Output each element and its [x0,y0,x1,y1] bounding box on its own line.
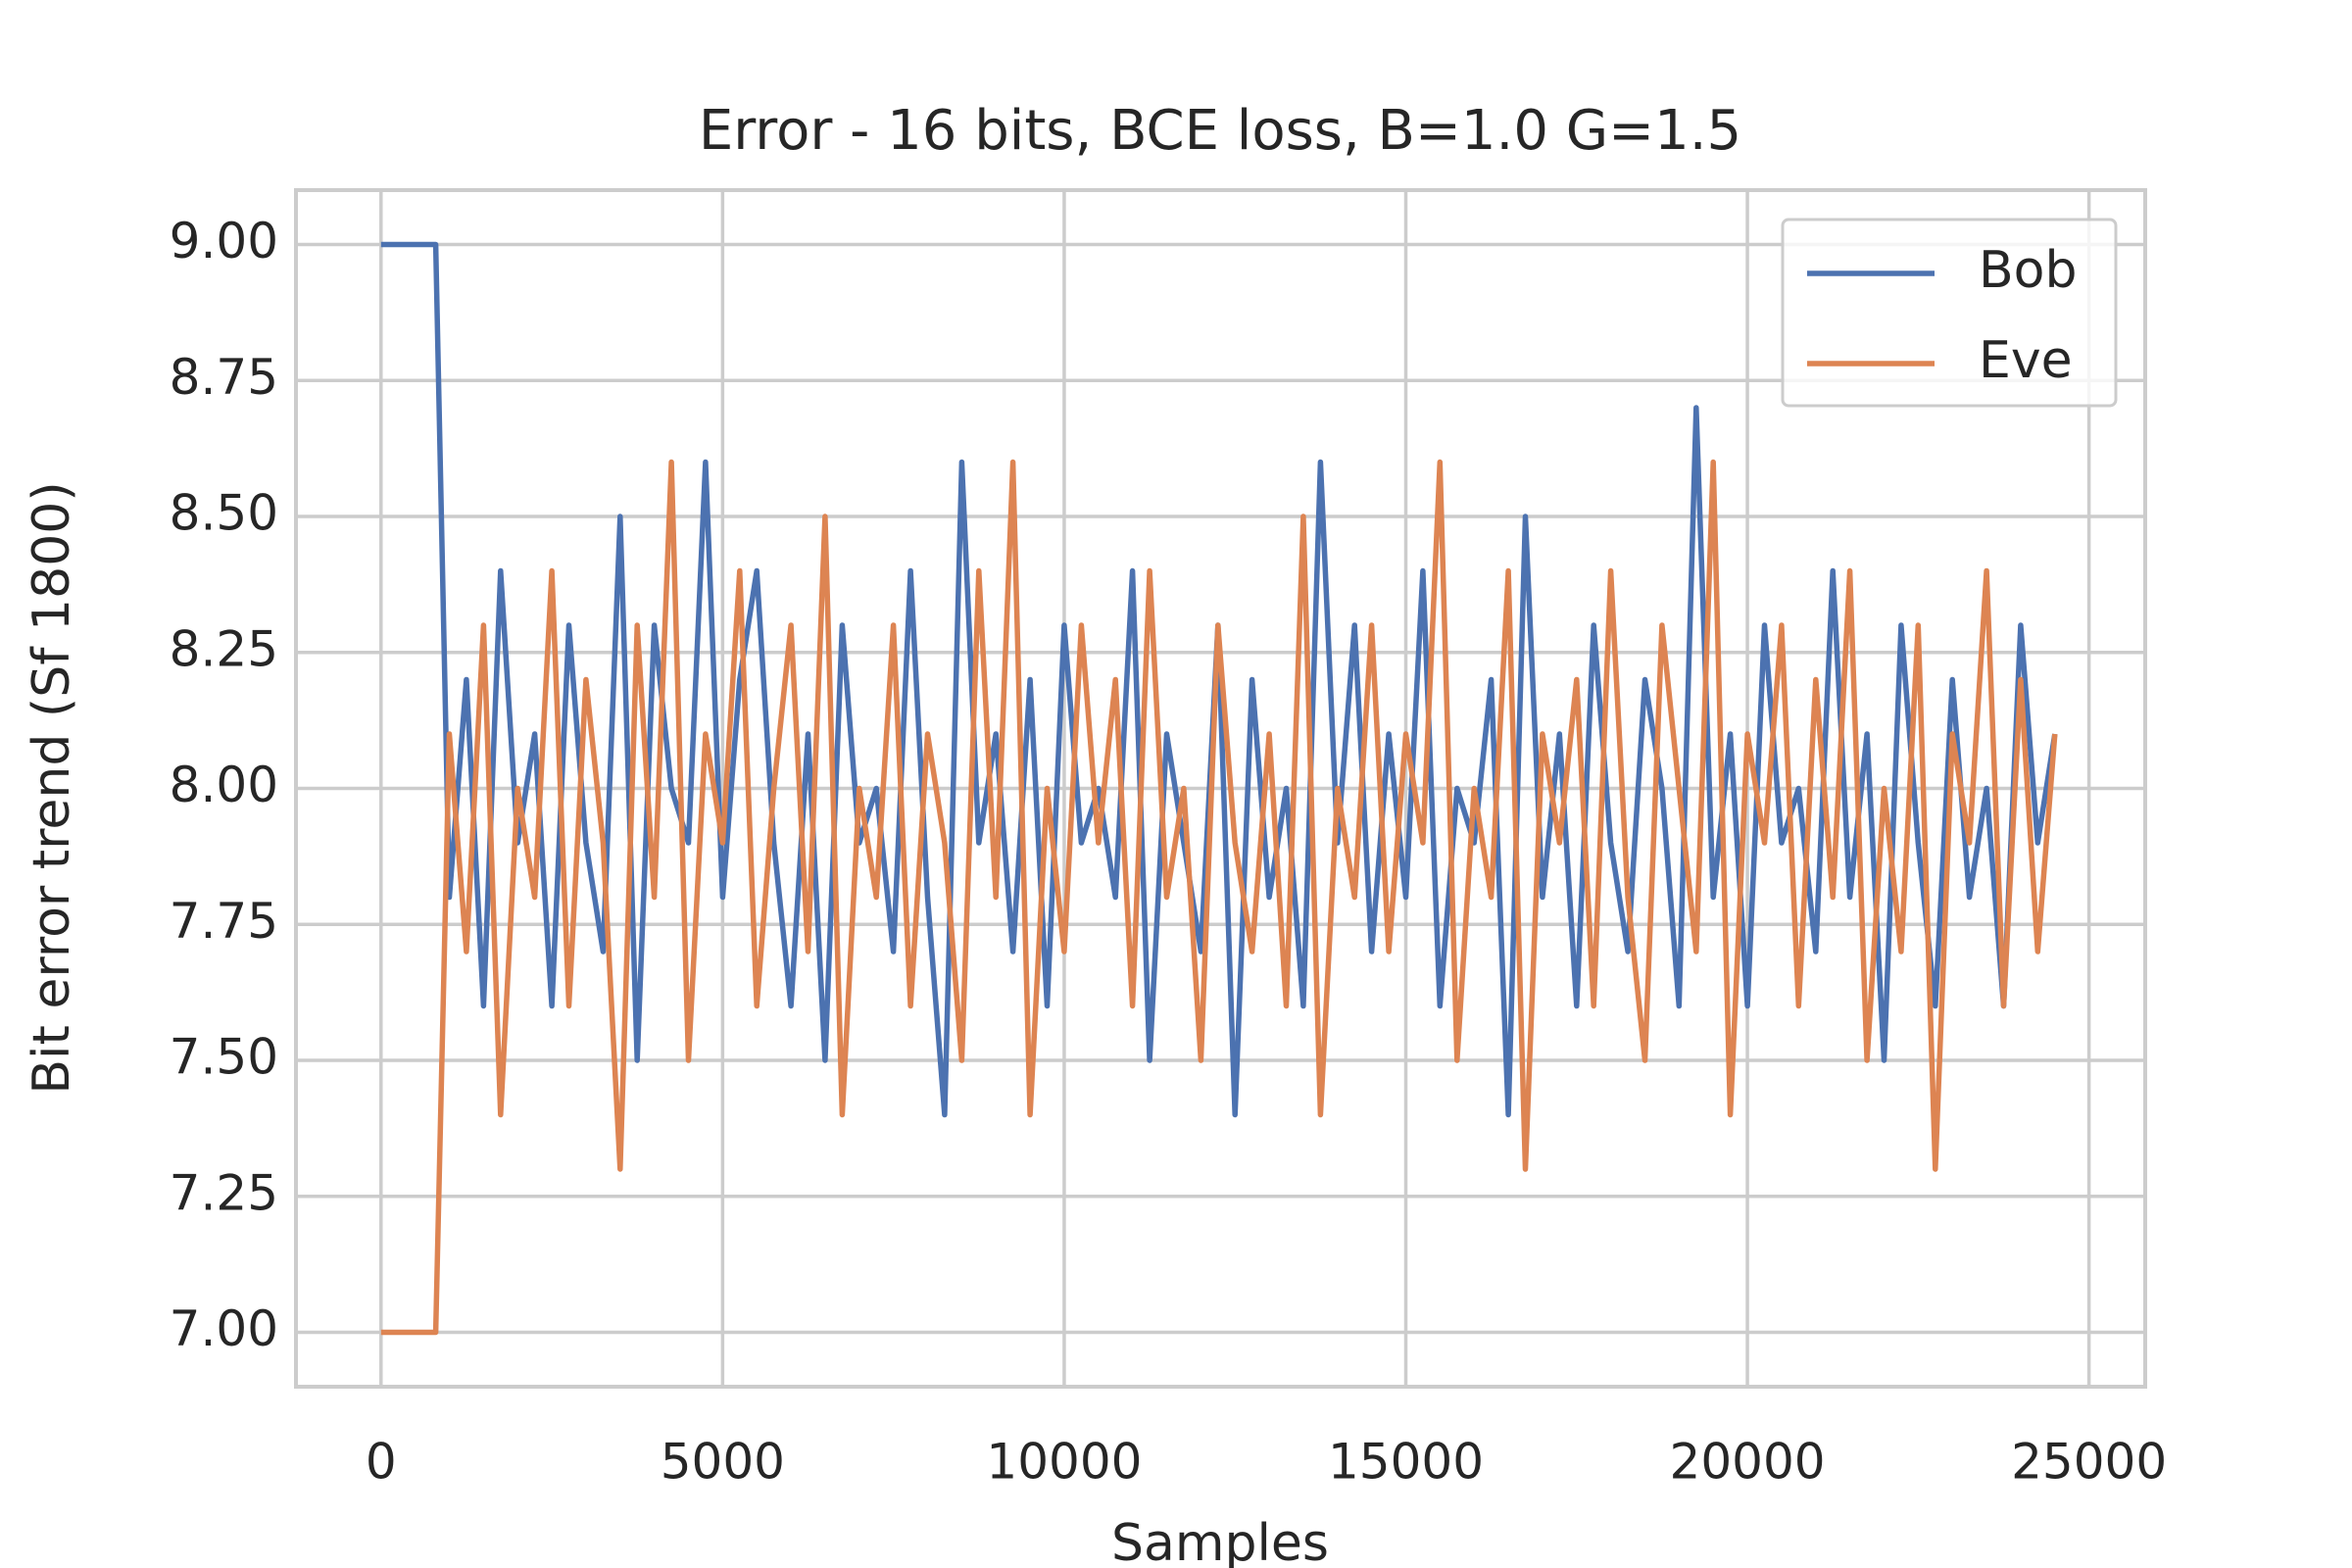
y-tick-label: 8.00 [170,757,278,813]
y-axis-label: Bit error trend (Sf 1800) [23,481,81,1094]
y-tick-label: 7.75 [170,893,278,950]
y-tick-label: 8.25 [170,620,278,677]
x-tick-label: 10000 [986,1434,1142,1491]
y-tick-label: 7.00 [170,1300,278,1357]
x-tick-label: 0 [366,1434,397,1491]
x-tick-label: 15000 [1328,1434,1484,1491]
x-tick-label: 20000 [1670,1434,1826,1491]
chart-title: Error - 16 bits, BCE loss, B=1.0 G=1.5 [699,99,1741,163]
y-tick-label: 8.50 [170,485,278,542]
x-tick-label: 25000 [2011,1434,2167,1491]
legend-box [1781,218,2118,408]
legend-label: Bob [1979,241,2078,300]
legend-label: Eve [1979,331,2073,390]
series-line [380,241,2058,1118]
y-tick-label: 9.00 [170,213,278,270]
series-line [380,459,2058,1336]
x-axis-label: Samples [1111,1514,1329,1568]
x-tick-label: 5000 [661,1434,785,1491]
plot-frame [294,188,2147,1389]
y-tick-label: 7.25 [170,1164,278,1221]
y-tick-label: 8.75 [170,349,278,406]
y-tick-label: 7.50 [170,1029,278,1086]
